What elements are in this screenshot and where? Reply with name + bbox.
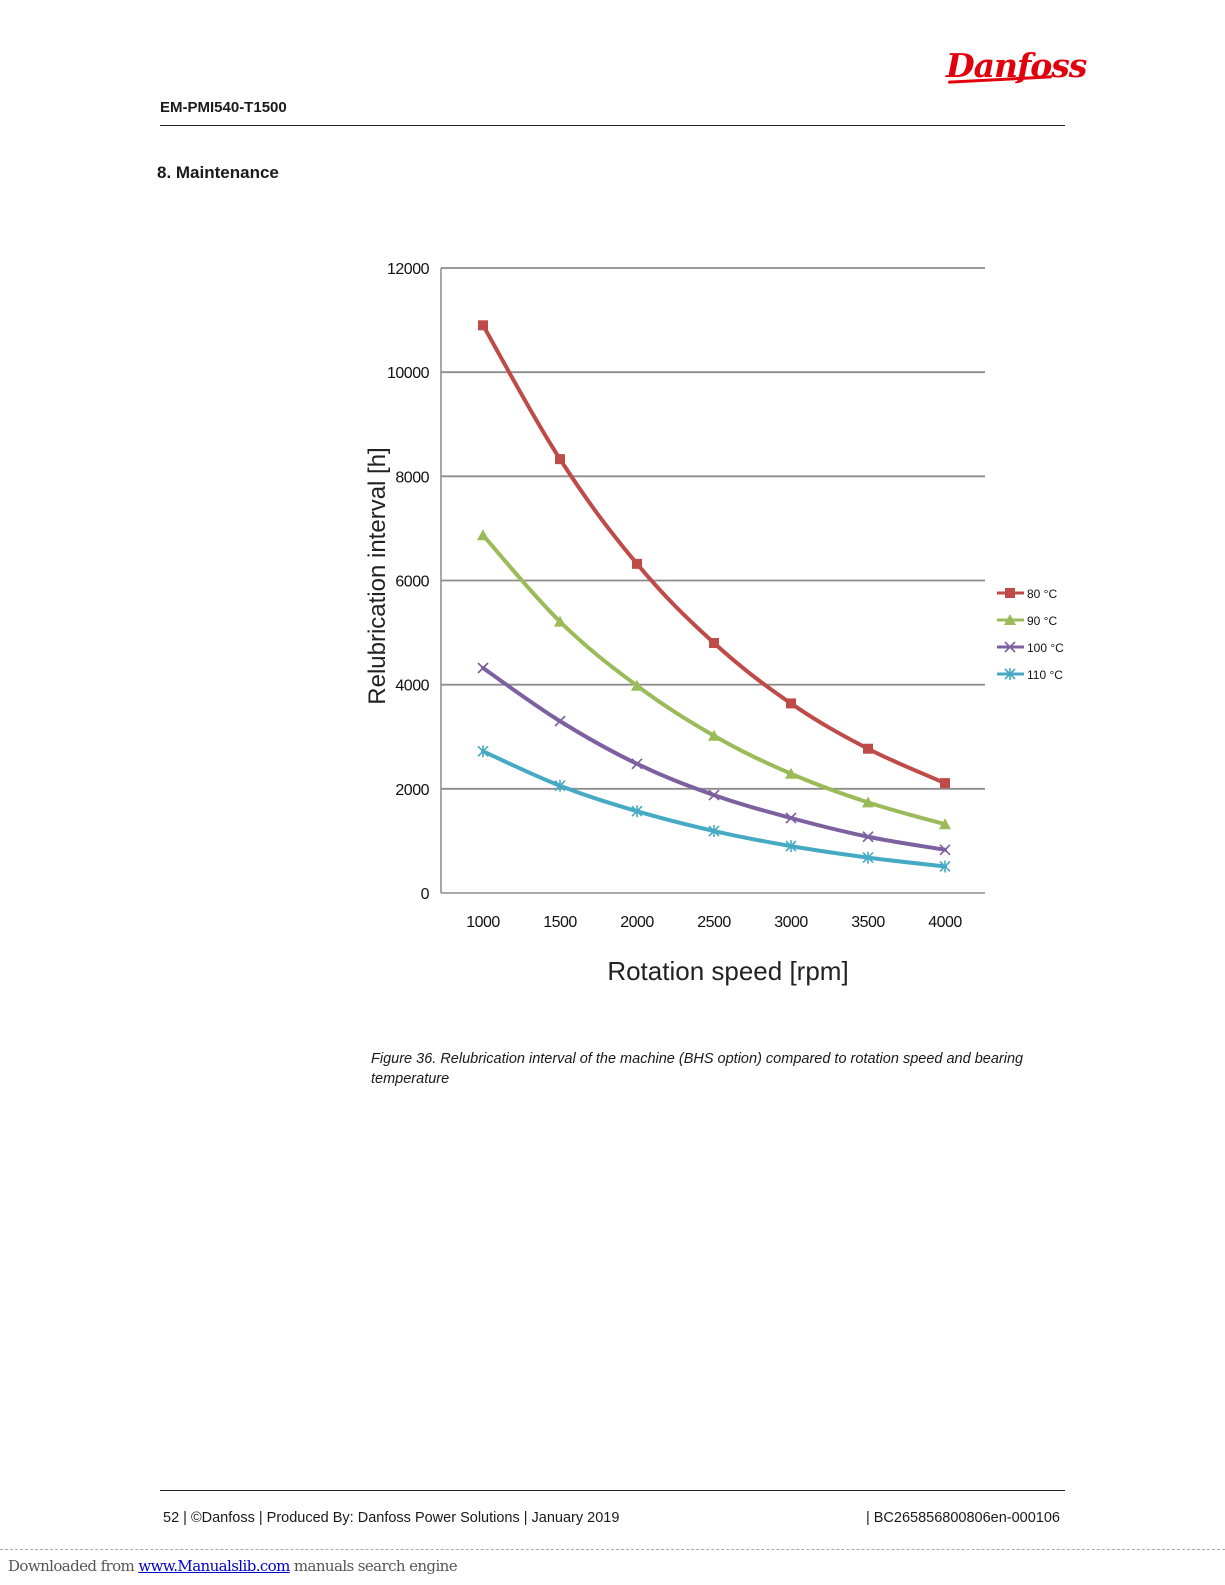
legend-label: 100 °C xyxy=(1027,641,1064,655)
download-suffix: manuals search engine xyxy=(289,1557,458,1575)
data-point xyxy=(477,745,489,758)
document-id: EM-PMI540-T1500 xyxy=(160,99,287,116)
data-point xyxy=(708,825,720,838)
download-divider xyxy=(0,1549,1225,1550)
x-tick-label: 1500 xyxy=(543,914,577,931)
series-line xyxy=(481,749,947,869)
y-tick-label: 10000 xyxy=(387,365,430,382)
data-point xyxy=(631,805,643,818)
data-point xyxy=(786,698,796,709)
data-point xyxy=(631,758,643,770)
y-tick-label: 12000 xyxy=(387,261,430,278)
data-point xyxy=(862,851,874,864)
data-point xyxy=(939,844,951,856)
data-point xyxy=(477,529,489,541)
data-point xyxy=(939,818,951,830)
data-point xyxy=(554,615,566,627)
legend-label: 90 °C xyxy=(1027,614,1057,628)
x-tick-label: 3000 xyxy=(774,914,808,931)
y-tick-label: 6000 xyxy=(395,574,429,591)
x-tick-label: 2500 xyxy=(697,914,731,931)
x-axis-title: Rotation speed [rpm] xyxy=(607,956,848,986)
series-line xyxy=(481,666,947,852)
legend-marker xyxy=(1005,588,1015,598)
data-point xyxy=(709,638,719,648)
y-tick-label: 8000 xyxy=(395,469,429,486)
footer-left: 52 | ©Danfoss | Produced By: Danfoss Pow… xyxy=(163,1510,620,1526)
y-tick-label: 4000 xyxy=(395,678,429,695)
data-point xyxy=(708,729,720,741)
legend-label: 110 °C xyxy=(1027,668,1063,682)
legend-marker xyxy=(1004,668,1016,680)
data-point xyxy=(862,831,874,843)
data-point xyxy=(785,840,797,853)
data-point xyxy=(632,558,642,569)
data-point xyxy=(940,778,950,789)
data-point xyxy=(863,743,873,754)
x-tick-label: 4000 xyxy=(928,914,962,931)
x-tick-label: 3500 xyxy=(851,914,885,931)
y-tick-label: 0 xyxy=(421,886,430,903)
y-tick-label: 2000 xyxy=(395,782,429,799)
legend-marker xyxy=(1004,641,1016,653)
data-point xyxy=(555,454,565,465)
data-point xyxy=(785,767,797,779)
header-rule xyxy=(160,125,1065,126)
figure-caption: Figure 36. Relubrication interval of the… xyxy=(371,1051,1024,1087)
data-point xyxy=(477,662,489,674)
section-title: 8. Maintenance xyxy=(157,163,279,182)
data-point xyxy=(785,812,797,824)
x-tick-label: 2000 xyxy=(620,914,654,931)
x-tick-label: 1000 xyxy=(466,914,500,931)
data-point xyxy=(478,320,488,331)
download-prefix: Downloaded from xyxy=(8,1557,139,1575)
data-point xyxy=(862,796,874,808)
y-axis-title: Relubrication interval [h] xyxy=(364,447,391,704)
data-point xyxy=(554,715,566,727)
footer-right: | BC265856800806en-000106 xyxy=(865,1510,1060,1526)
data-point xyxy=(554,779,566,792)
data-point xyxy=(939,860,951,873)
footer-rule xyxy=(160,1490,1065,1491)
manualslib-link[interactable]: www.Manualslib.com xyxy=(138,1557,290,1575)
danfoss-logo: Danfoss xyxy=(946,44,1087,88)
download-bar: Downloaded from www.Manualslib.com manua… xyxy=(8,1557,458,1575)
data-point xyxy=(708,789,720,801)
data-point xyxy=(631,679,643,691)
legend-label: 80 °C xyxy=(1027,587,1057,601)
legend-marker xyxy=(1004,614,1016,625)
relubrication-chart: 0 2000 4000 6000 8000 10000 12000 1000 1500 2000 2… xyxy=(364,261,1064,986)
